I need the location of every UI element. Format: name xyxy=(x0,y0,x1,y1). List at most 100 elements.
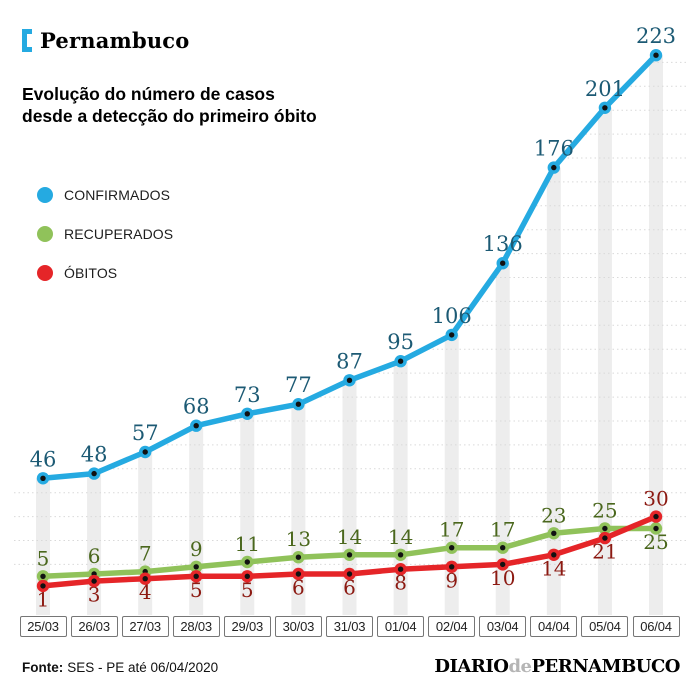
value-label: 136 xyxy=(483,232,523,256)
value-label: 1 xyxy=(37,587,50,611)
data-point xyxy=(139,572,152,585)
data-point xyxy=(394,563,407,576)
value-label: 95 xyxy=(387,330,414,354)
value-label: 5 xyxy=(37,546,50,570)
data-point xyxy=(649,522,663,535)
value-label: 9 xyxy=(190,537,203,561)
data-point xyxy=(343,548,356,561)
legend-dot-icon xyxy=(37,187,53,203)
data-point xyxy=(445,541,458,554)
value-label: 25 xyxy=(643,530,668,554)
source-note: Fonte: SES - PE até 06/04/2020 xyxy=(22,660,218,675)
data-point xyxy=(445,560,458,573)
data-point xyxy=(547,161,560,174)
value-label: 46 xyxy=(30,447,57,471)
data-point xyxy=(292,567,305,581)
value-label: 8 xyxy=(394,571,407,595)
data-point xyxy=(36,579,50,593)
legend-dot-icon xyxy=(37,265,53,281)
data-point xyxy=(190,570,203,583)
data-point xyxy=(36,570,50,583)
source-label: Fonte: xyxy=(22,660,64,675)
value-label: 21 xyxy=(592,540,617,564)
data-point xyxy=(598,522,612,535)
bracket-icon xyxy=(22,29,32,52)
value-label: 14 xyxy=(388,525,413,549)
data-point xyxy=(87,574,101,588)
data-point xyxy=(445,328,458,342)
value-label: 87 xyxy=(336,349,363,373)
legend-item-óbitos: ÓBITOS xyxy=(37,265,173,281)
page-subtitle: Evolução do número de casos desde a dete… xyxy=(22,84,317,127)
logo-word-diario: DIARIO xyxy=(434,656,509,677)
column-highlight xyxy=(649,55,663,615)
value-label: 4 xyxy=(139,580,152,604)
value-label: 6 xyxy=(292,576,305,600)
data-point xyxy=(394,548,407,561)
legend-label: CONFIRMADOS xyxy=(64,187,171,203)
value-label: 10 xyxy=(490,566,515,590)
value-label: 77 xyxy=(285,373,312,397)
legend-dot-icon xyxy=(37,226,53,242)
data-point xyxy=(87,467,101,480)
data-point xyxy=(36,472,50,485)
value-label: 5 xyxy=(190,578,203,602)
legend-item-recuperados: RECUPERADOS xyxy=(37,226,173,242)
value-label: 11 xyxy=(235,532,260,556)
data-point xyxy=(139,445,152,459)
value-label: 73 xyxy=(234,383,261,407)
value-label: 5 xyxy=(241,578,254,602)
data-point xyxy=(394,355,407,368)
value-label: 23 xyxy=(541,503,566,527)
legend-item-confirmados: CONFIRMADOS xyxy=(37,187,173,203)
logo-word-pernambuco: PERNAMBUCO xyxy=(531,656,681,677)
data-point xyxy=(496,257,509,270)
value-label: 25 xyxy=(592,499,617,523)
value-label: 14 xyxy=(541,556,566,580)
data-point xyxy=(598,531,612,545)
data-point xyxy=(649,49,663,62)
value-label: 57 xyxy=(132,421,159,445)
value-label: 3 xyxy=(88,583,101,607)
data-point xyxy=(292,398,305,411)
data-point xyxy=(190,560,203,573)
footer: Fonte: SES - PE até 06/04/2020 DIARIOdePE… xyxy=(22,656,681,677)
data-point xyxy=(547,527,560,540)
legend-label: RECUPERADOS xyxy=(64,226,174,242)
legend-label: ÓBITOS xyxy=(64,265,118,281)
data-point xyxy=(343,374,356,387)
data-point xyxy=(598,101,612,115)
data-point xyxy=(547,548,560,561)
data-point xyxy=(241,407,254,420)
column-highlight xyxy=(546,167,561,615)
newspaper-logo: DIARIOdePERNAMBUCO xyxy=(434,656,680,677)
source-text: SES - PE até 06/04/2020 xyxy=(67,660,219,675)
value-label: 6 xyxy=(343,576,356,600)
value-label: 7 xyxy=(139,542,152,566)
value-label: 30 xyxy=(643,487,668,511)
logo-word-de: de xyxy=(508,656,532,677)
value-label: 6 xyxy=(88,544,101,568)
value-label: 106 xyxy=(432,304,472,328)
data-point xyxy=(190,419,203,432)
value-label: 13 xyxy=(286,527,311,551)
value-label: 176 xyxy=(534,137,574,161)
value-label: 223 xyxy=(636,24,676,48)
data-point xyxy=(241,555,254,569)
data-point xyxy=(496,558,509,571)
brand: Pernambuco xyxy=(22,28,190,53)
data-point xyxy=(241,570,254,583)
data-point xyxy=(343,567,356,581)
value-label: 48 xyxy=(81,443,108,467)
value-label: 201 xyxy=(585,77,625,101)
value-label: 17 xyxy=(490,518,515,542)
value-label: 14 xyxy=(337,525,362,549)
data-point xyxy=(496,541,509,554)
data-point xyxy=(292,551,305,564)
value-label: 17 xyxy=(439,518,464,542)
data-point xyxy=(649,510,663,523)
page-title: Pernambuco xyxy=(40,28,190,53)
value-label: 68 xyxy=(183,395,210,419)
